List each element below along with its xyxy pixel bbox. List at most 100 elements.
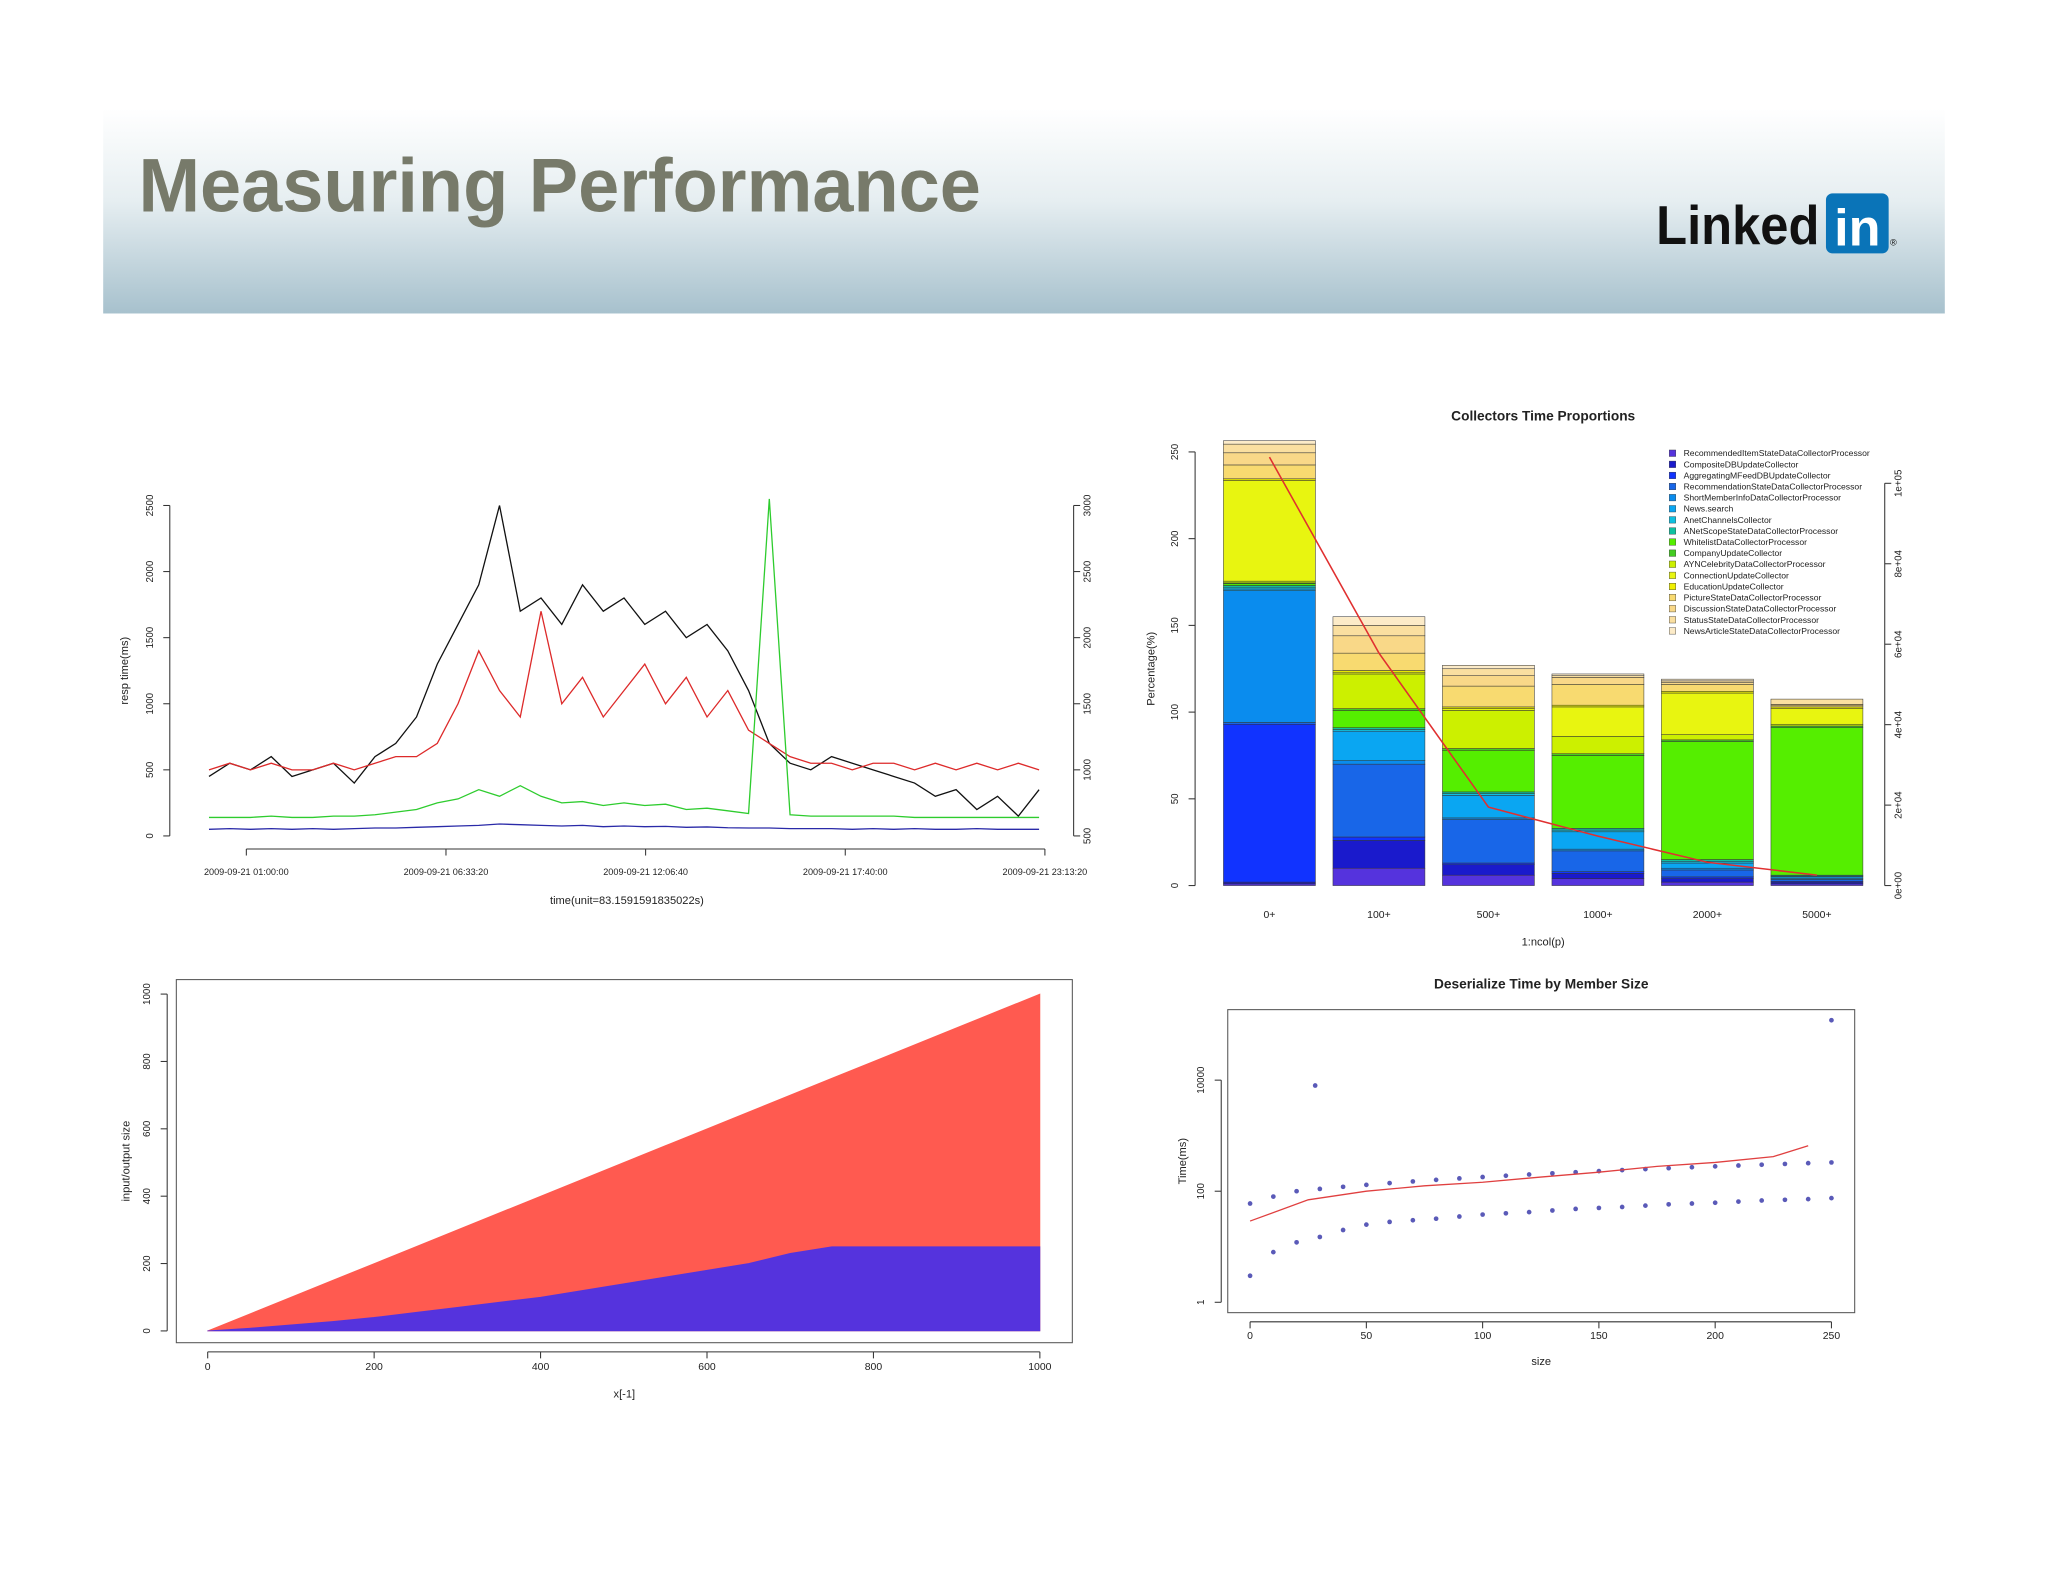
scatter-point: [1312, 1083, 1318, 1088]
bar-segment: [1551, 677, 1645, 685]
bar-segment: [1442, 864, 1535, 876]
y-tick-label: 100: [1196, 1182, 1207, 1199]
y-tick-label: 2000: [145, 560, 156, 582]
scatter-point: [1457, 1214, 1462, 1219]
bar-segment: [1223, 452, 1316, 466]
y-tick-label: 0: [145, 833, 156, 839]
legend-swatch: [1669, 505, 1676, 513]
x-tick-label: 2009-09-21 01:00:00: [204, 867, 289, 877]
y-tick-label: 1: [1196, 1300, 1207, 1305]
bar-segment: [1223, 464, 1316, 480]
legend-label: ANetScopeStateDataCollectorProcessor: [1684, 526, 1839, 536]
y-tick-label: 200: [1170, 530, 1181, 547]
scatter-point: [1340, 1227, 1346, 1233]
bar-segment: [1551, 873, 1645, 879]
legend-swatch: [1669, 560, 1676, 568]
scatter-point: [1364, 1222, 1369, 1227]
y-tick-label: 1000: [145, 692, 156, 714]
scatter-point: [1573, 1169, 1578, 1175]
y-tick-label: 600: [142, 1120, 153, 1137]
y-tick-label: 2500: [145, 494, 156, 516]
x-tick-label: 200: [365, 1362, 383, 1373]
bar-segment: [1551, 878, 1645, 886]
bar-segment: [1661, 684, 1754, 692]
legend-label: CompanyUpdateCollector: [1684, 548, 1783, 558]
y-tick-label: 0: [1170, 882, 1181, 888]
y-tick-label: 0: [142, 1328, 153, 1334]
bar-segment: [1332, 867, 1426, 886]
logo-badge: in: [1834, 200, 1880, 258]
logo-mark: ®: [1890, 238, 1897, 248]
x-tick-label: 1000: [1028, 1362, 1051, 1373]
y-tick-label: 3000: [1083, 494, 1094, 516]
x-tick-label: 0: [1247, 1331, 1253, 1342]
scatter-point: [1270, 1249, 1276, 1255]
chart: 0 500 1000 1500 2000 2500 500 1000 1500 2000 2500 3…: [119, 494, 1094, 907]
y-tick-label: 100: [1170, 703, 1181, 720]
x-tick-label: 0: [205, 1362, 211, 1373]
legend-label: ConnectionUpdateCollector: [1684, 570, 1789, 580]
scatter-point: [1433, 1177, 1439, 1183]
scatter-point: [1503, 1210, 1509, 1216]
legend-swatch: [1669, 583, 1676, 590]
scatter-point: [1294, 1239, 1299, 1245]
legend-swatch: [1669, 605, 1676, 613]
chart-title: Collectors Time Proportions: [1451, 409, 1635, 424]
bar-segment: [1661, 678, 1754, 682]
scatter-point: [1805, 1160, 1811, 1166]
y-tick-label: 500: [1083, 827, 1094, 844]
slide-title: Measuring Performance: [138, 144, 980, 229]
y-axis-label: Percentage(%): [1146, 632, 1158, 706]
legend-label: WhitelistDataCollectorProcessor: [1684, 537, 1808, 547]
overlay-line: [1268, 456, 1818, 876]
chart: 0 200 400 600 800 1000 0 200 400 600 800 1000 x[-1] i…: [120, 979, 1073, 1401]
x-axis-label: time(unit=83.1591591835022s): [550, 895, 704, 907]
scatter-point: [1480, 1174, 1485, 1180]
bar-segment: [1332, 840, 1426, 869]
trend-line: [1249, 1145, 1809, 1222]
bar-segment: [1332, 836, 1426, 841]
scatter-point: [1550, 1170, 1555, 1176]
y-tick-label: 150: [1170, 617, 1181, 634]
x-tick-label: 2009-09-21 17:40:00: [803, 867, 888, 877]
x-tick-label: 100: [1474, 1331, 1492, 1342]
plot-frame: [1227, 1009, 1856, 1314]
bar-segment: [1551, 850, 1645, 872]
scatter-point: [1596, 1205, 1602, 1211]
bar-segment: [1442, 874, 1535, 886]
legend-label: News.search: [1684, 504, 1734, 514]
scatter-point: [1805, 1196, 1811, 1202]
logo-text: Linked: [1656, 194, 1819, 256]
legend-swatch: [1669, 571, 1676, 579]
x-axis-label: 1:ncol(p): [1522, 937, 1565, 949]
y-tick-label: 8e+04: [1894, 549, 1905, 577]
x-axis-label: x[-1]: [614, 1389, 636, 1401]
logo-badge-box: [1825, 193, 1889, 254]
bar-segment: [1442, 710, 1535, 749]
y-tick-label: 500: [145, 761, 156, 778]
bar-segment: [1770, 708, 1864, 725]
scatter-point: [1759, 1198, 1765, 1203]
y-tick-label: 1000: [1083, 758, 1094, 780]
x-tick-label: 200: [1706, 1331, 1724, 1342]
scatter-point: [1526, 1172, 1532, 1177]
y-tick-label: 0e+00: [1894, 871, 1905, 899]
scatter-point: [1736, 1199, 1741, 1204]
y-tick-label: 200: [142, 1255, 153, 1272]
bar-segment: [1332, 616, 1426, 626]
bar-segment: [1332, 625, 1426, 637]
scatter-point: [1340, 1184, 1346, 1190]
bar-segment: [1661, 692, 1754, 735]
legend-label: CompositeDBUpdateCollector: [1684, 459, 1799, 469]
x-tick-label: 500+: [1477, 910, 1501, 921]
legend-label: ShortMemberInfoDataCollectorProcessor: [1684, 493, 1842, 503]
bar-segment: [1661, 741, 1754, 860]
y-tick-label: 10000: [1196, 1066, 1207, 1094]
legend-swatch: [1669, 616, 1676, 624]
bar-segment: [1661, 869, 1754, 878]
bar-segment: [1661, 734, 1754, 741]
x-tick-label: 800: [865, 1362, 883, 1373]
legend-swatch: [1669, 494, 1676, 502]
chart: Collectors Time Proportions 0 50 100 150 200 2…: [1146, 409, 1905, 949]
legend-label: RecommendedItemStateDataCollectorProcess…: [1684, 448, 1870, 458]
